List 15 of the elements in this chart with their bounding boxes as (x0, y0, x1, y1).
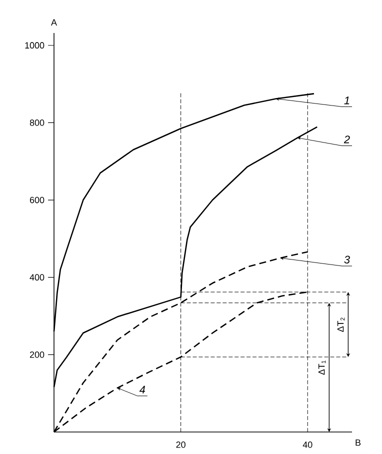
annotation: ΔT$_{1}$ (318, 360, 326, 375)
y-axis-title: A (51, 19, 57, 26)
y-tick-label: 800 (30, 120, 44, 126)
x-tick-label: 20 (176, 441, 186, 448)
text: 2 (344, 136, 350, 144)
legend-label: 4 (139, 386, 146, 394)
y-tick-label: 200 (30, 351, 44, 358)
y-tick-label: 400 (30, 274, 44, 281)
x-axis-title: B (356, 440, 361, 446)
y-tick-label: 600 (30, 196, 44, 204)
y-tick-label: 1000 (25, 42, 44, 49)
text: 1 (344, 96, 350, 104)
x-tick-label: 40 (302, 441, 312, 448)
annotation: ΔT$_{2}$ (337, 318, 345, 332)
text: 3 (344, 256, 350, 264)
